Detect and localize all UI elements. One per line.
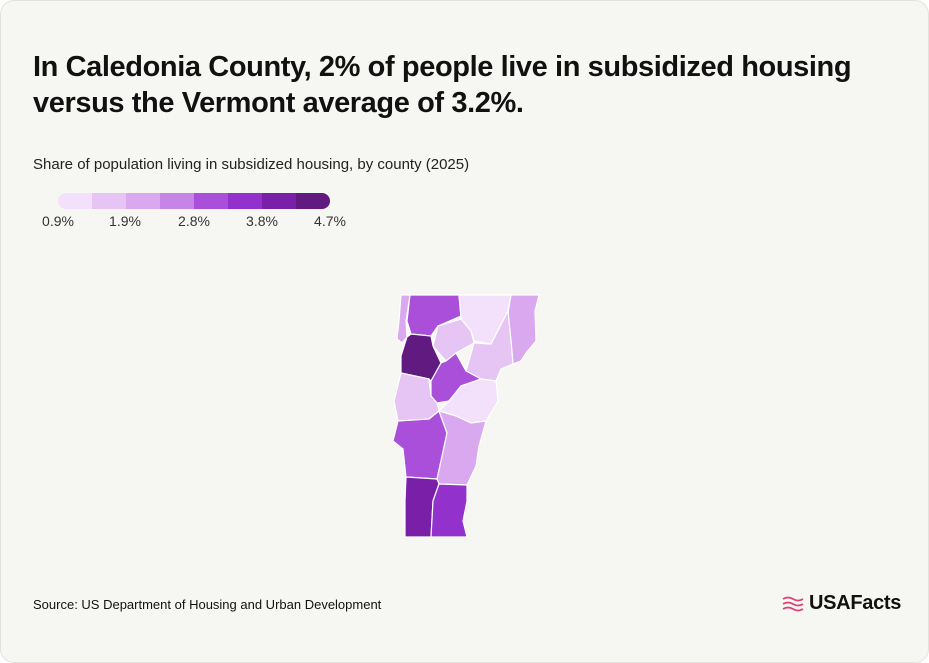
legend-swatch xyxy=(58,193,92,209)
legend-swatch xyxy=(92,193,126,209)
usafacts-logo[interactable]: USAFacts xyxy=(781,592,901,615)
usafacts-flag-logo-icon xyxy=(782,596,804,611)
color-legend: 0.9% 1.9% 2.8% 3.8% 4.7% xyxy=(42,193,358,231)
legend-label: 2.8% xyxy=(178,213,210,229)
county-windsor[interactable] xyxy=(436,410,487,486)
legend-color-bar xyxy=(58,193,330,209)
legend-swatch xyxy=(126,193,160,209)
legend-swatch xyxy=(296,193,330,209)
vermont-county-map xyxy=(392,294,540,538)
county-windham[interactable] xyxy=(430,483,468,538)
legend-label: 4.7% xyxy=(314,213,346,229)
legend-label: 3.8% xyxy=(246,213,278,229)
legend-labels: 0.9% 1.9% 2.8% 3.8% 4.7% xyxy=(42,213,358,231)
source-note: Source: US Department of Housing and Urb… xyxy=(33,597,382,612)
legend-swatch xyxy=(262,193,296,209)
legend-label: 0.9% xyxy=(42,213,74,229)
chart-subtitle: Share of population living in subsidized… xyxy=(33,156,470,173)
legend-label: 1.9% xyxy=(109,213,141,229)
county-lamoille[interactable] xyxy=(432,318,475,362)
brand-name: USAFacts xyxy=(809,592,902,614)
legend-swatch xyxy=(160,193,194,209)
legend-swatch xyxy=(228,193,262,209)
legend-swatch xyxy=(194,193,228,209)
chart-title: In Caledonia County, 2% of people live i… xyxy=(33,51,852,119)
